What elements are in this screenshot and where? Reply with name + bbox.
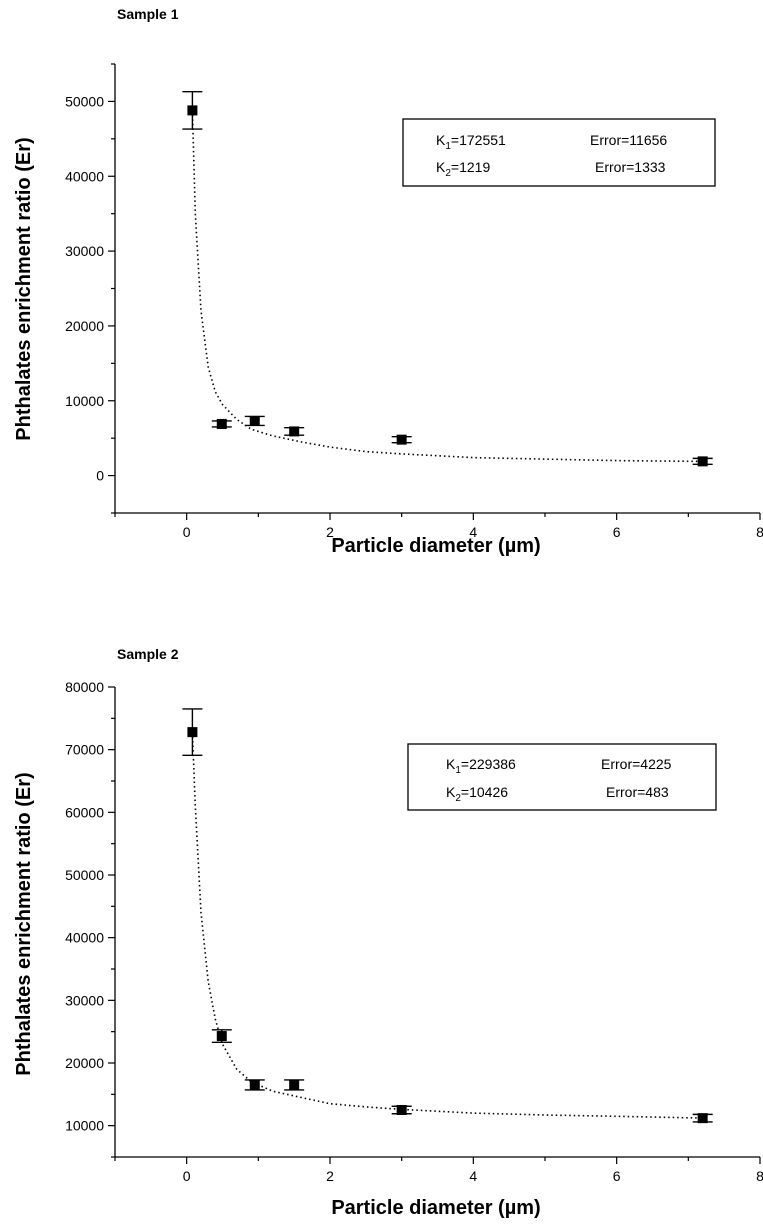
point-marker [249, 415, 260, 426]
data-point [284, 1079, 305, 1091]
data-point [284, 426, 305, 437]
fit-box-frame [407, 743, 717, 811]
data-point [692, 456, 713, 467]
k1-value: K1=229386 [446, 756, 516, 776]
axes [108, 63, 761, 520]
x-tick-label: 6 [613, 1168, 621, 1184]
data-point [391, 1105, 412, 1115]
y-tick-label: 30000 [65, 243, 104, 259]
k1-error: Error=11656 [590, 132, 667, 148]
x-tick-label: 2 [326, 524, 334, 540]
x-tick-label: 2 [326, 1168, 334, 1184]
chart-sample-1: Sample 1 0 2 4 6 8 0 10000 20000 30000 40000 50000… [13, 6, 763, 557]
y-tick-label: 20000 [65, 318, 104, 334]
x-tick-label: 0 [183, 1168, 191, 1184]
data-points [182, 90, 713, 467]
point-marker [187, 727, 198, 738]
k2-error: Error=1333 [595, 159, 666, 175]
x-axis-label: Particle diameter (µm) [331, 535, 540, 557]
x-tick-label: 4 [469, 524, 477, 540]
point-marker [697, 1113, 708, 1124]
point-marker [396, 434, 407, 445]
y-tick-label: 60000 [65, 804, 104, 820]
data-point [211, 418, 232, 429]
chart-title: Sample 2 [117, 646, 179, 662]
point-marker [249, 1079, 260, 1090]
point-marker [396, 1105, 407, 1115]
point-marker [187, 105, 198, 116]
y-tick-label: 40000 [65, 930, 104, 946]
data-point [244, 415, 265, 427]
y-tick-label: 30000 [65, 992, 104, 1008]
k1-value: K1=172551 [436, 132, 506, 152]
fit-parameter-box: K1=172551 Error=11656 K2=1219 Error=1333 [402, 118, 716, 187]
x-tick-label: 6 [613, 524, 621, 540]
data-point [182, 708, 203, 757]
fit-box-frame [402, 118, 716, 187]
data-point [182, 90, 203, 130]
y-axis-label: Phthalates enrichment ratio (Er) [13, 137, 35, 440]
axes [108, 686, 761, 1164]
data-point [391, 434, 412, 445]
data-points [182, 708, 713, 1124]
data-point [211, 1029, 232, 1044]
y-tick-label: 70000 [65, 742, 104, 758]
fit-parameter-box: K1=229386 Error=4225 K2=10426 Error=483 [407, 743, 717, 811]
point-marker [289, 1079, 300, 1090]
x-tick-label: 0 [183, 524, 191, 540]
chart-title: Sample 1 [117, 6, 179, 22]
point-marker [289, 426, 300, 437]
x-axis-label: Particle diameter (µm) [331, 1197, 540, 1219]
y-tick-label: 10000 [65, 1118, 104, 1134]
point-marker [697, 456, 708, 467]
x-tick-label: 4 [469, 1168, 477, 1184]
y-tick-label: 50000 [65, 867, 104, 883]
y-tick-label: 10000 [65, 393, 104, 409]
y-tick-label: 20000 [65, 1055, 104, 1071]
x-tick-label: 8 [756, 1168, 763, 1184]
tick-labels: 0 2 4 6 8 10000 20000 30000 40000 50000 60000 70000… [65, 679, 763, 1184]
point-marker [216, 418, 227, 429]
k1-error: Error=4225 [601, 756, 672, 772]
tick-labels: 0 2 4 6 8 0 10000 20000 30000 40000 50000 [65, 93, 763, 540]
k2-value: K2=10426 [446, 784, 508, 804]
y-tick-label: 80000 [65, 679, 104, 695]
y-axis-label: Phthalates enrichment ratio (Er) [13, 772, 35, 1075]
y-tick-label: 0 [96, 468, 104, 484]
point-marker [216, 1031, 227, 1042]
data-point [692, 1113, 713, 1124]
x-tick-label: 8 [756, 524, 763, 540]
y-tick-label: 40000 [65, 168, 104, 184]
data-point [244, 1079, 265, 1091]
k2-error: Error=483 [606, 784, 669, 800]
y-tick-label: 50000 [65, 93, 104, 109]
chart-sample-2: Sample 2 0 2 4 6 8 10000 20000 30000 40000 50000 6… [13, 646, 763, 1219]
